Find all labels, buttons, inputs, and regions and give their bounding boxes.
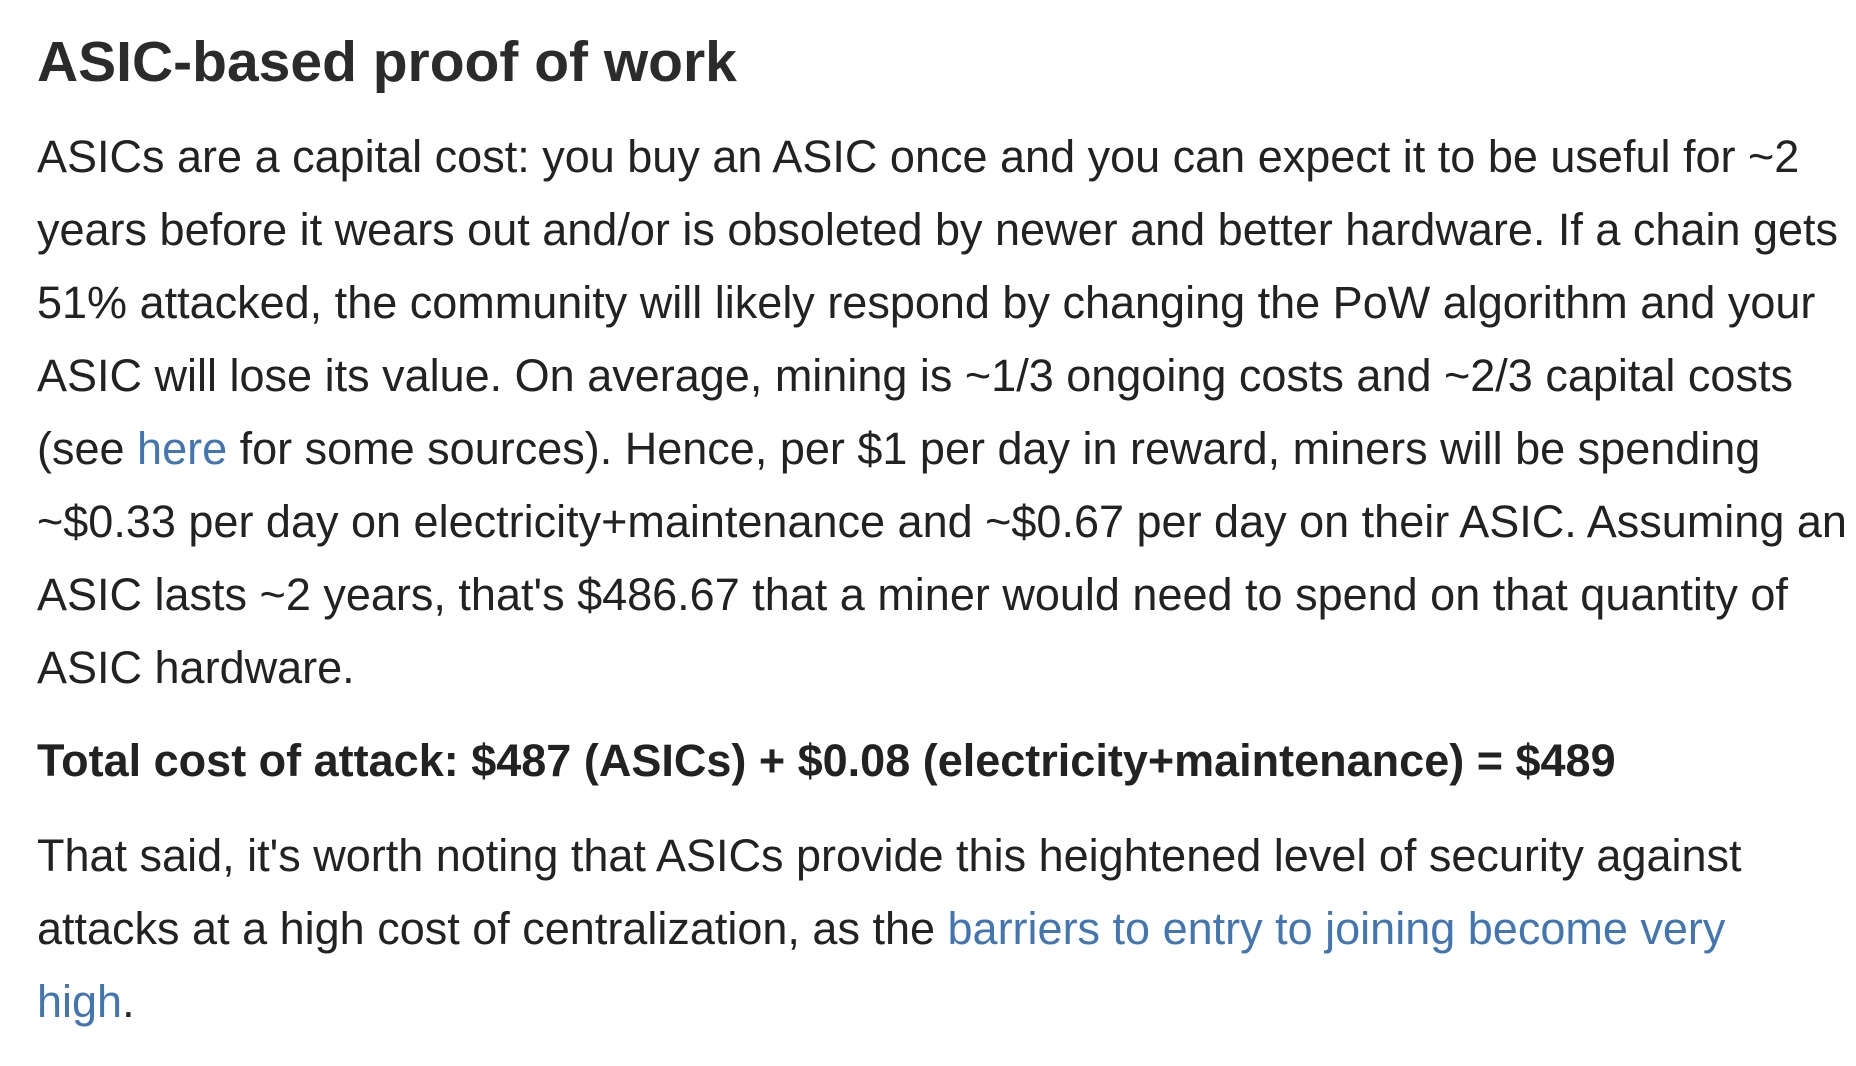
paragraph-text: That said, it's worth noting that ASICs …	[37, 830, 1742, 954]
paragraph-asic-capital-cost: ASICs are a capital cost: you buy an ASI…	[37, 120, 1847, 704]
paragraph-text: .	[122, 976, 135, 1027]
here-link[interactable]: here	[137, 423, 228, 474]
total-cost-line: Total cost of attack: $487 (ASICs) + $0.…	[37, 735, 1616, 786]
section-title: ASIC-based proof of work	[37, 30, 737, 94]
barriers-to-entry-link[interactable]: barriers to entry to joining become very…	[37, 903, 1726, 1027]
paragraph-text: ASICs are a capital cost: you buy an ASI…	[37, 131, 1839, 474]
article-section: ASIC-based proof of work ASICs are a cap…	[37, 30, 1847, 1038]
paragraph-text: for some sources). Hence, per $1 per day…	[37, 423, 1847, 693]
paragraph-centralization: That said, it's worth noting that ASICs …	[37, 819, 1757, 1038]
